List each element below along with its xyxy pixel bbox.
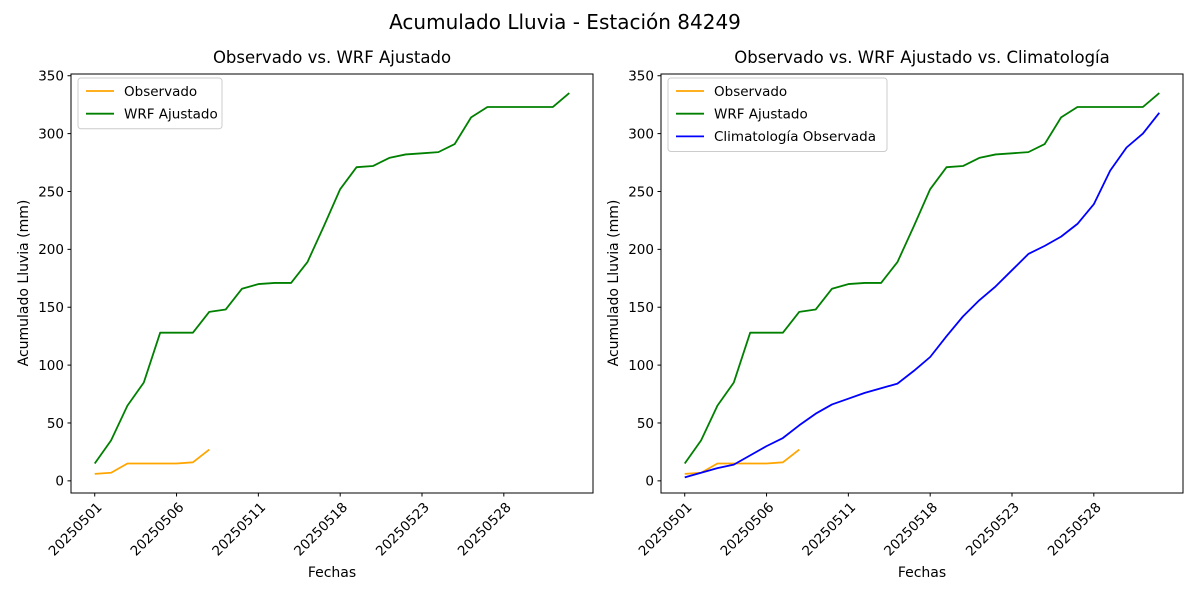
y-tick-label: 250 (628, 184, 654, 200)
legend-label: WRF Ajustado (714, 107, 808, 123)
x-tick-label: 20250518 (291, 500, 351, 560)
x-tick-label: 20250523 (373, 500, 433, 560)
left-chart-title: Observado vs. WRF Ajustado (212, 48, 452, 67)
series-line-observado (684, 448, 800, 475)
right-xaxis-label: Fechas (897, 565, 947, 581)
y-tick-label: 50 (47, 416, 64, 432)
y-tick-label: 350 (38, 69, 64, 85)
y-tick-label: 100 (38, 358, 64, 374)
y-tick-label: 200 (628, 242, 654, 258)
legend-label: Observado (714, 84, 787, 100)
legend-box (667, 77, 888, 152)
subplot-right: 0 50 100 150 200 250 300 350 20250501 20250506 202… (628, 69, 1184, 560)
legend-label: WRF Ajustado (124, 107, 218, 123)
left-yaxis-label: Acumulado Lluvia (mm) (16, 199, 32, 367)
y-tick-label: 300 (38, 126, 64, 142)
series-line-observado (94, 448, 210, 475)
x-tick-label: 20250511 (209, 500, 269, 560)
y-tick-label: 150 (628, 300, 654, 316)
y-tick-label: 250 (38, 184, 64, 200)
subplot-left: 0 50 100 150 200 250 300 350 20250501 20250506 202… (38, 69, 594, 560)
legend-label: Climatología Observada (714, 129, 876, 145)
x-tick-label: 20250528 (1045, 500, 1105, 560)
y-tick-label: 350 (628, 69, 654, 85)
y-tick-label: 300 (628, 126, 654, 142)
legend: Observado WRF Ajustado Climatología Observ… (667, 77, 888, 152)
figure-suptitle: Acumulado Lluvia - Estación 84249 (389, 10, 741, 34)
series-line-climatolog-a-observada (684, 112, 1160, 479)
x-tick-label: 20250528 (455, 500, 515, 560)
y-tick-label: 0 (55, 474, 64, 490)
right-chart-title: Observado vs. WRF Ajustado vs. Climatolo… (734, 48, 1110, 67)
series-line-wrf-ajustado (683, 92, 1160, 464)
y-tick-label: 200 (38, 242, 64, 258)
plot-border (660, 73, 1184, 494)
legend: Observado WRF Ajustado (77, 77, 223, 130)
x-tick-label: 20250523 (963, 500, 1023, 560)
x-tick-label: 20250506 (127, 500, 187, 560)
y-tick-label: 150 (38, 300, 64, 316)
legend-label: Observado (124, 84, 197, 100)
x-tick-label: 20250518 (881, 500, 941, 560)
plot-border (70, 73, 594, 494)
x-tick-label: 20250511 (799, 500, 859, 560)
y-tick-label: 50 (637, 416, 654, 432)
x-tick-label: 20250501 (636, 500, 696, 560)
y-tick-label: 0 (645, 474, 654, 490)
left-xaxis-label: Fechas (307, 565, 357, 581)
series-line-wrf-ajustado (93, 92, 570, 464)
x-tick-label: 20250506 (717, 500, 777, 560)
x-tick-label: 20250501 (46, 500, 106, 560)
y-tick-label: 100 (628, 358, 654, 374)
right-yaxis-label: Acumulado Lluvia (mm) (606, 199, 622, 367)
